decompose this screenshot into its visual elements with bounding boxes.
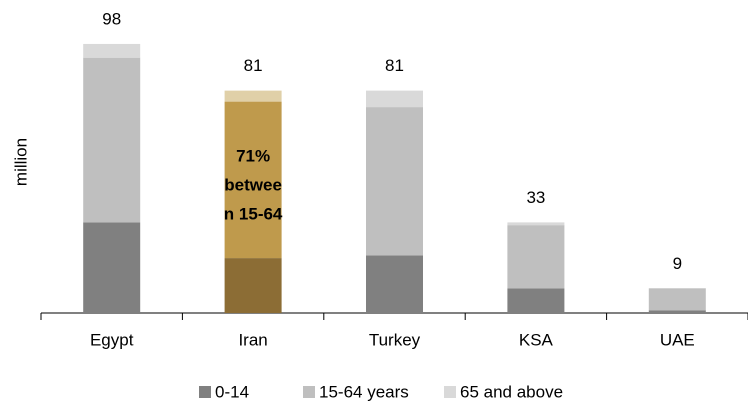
annotation: betwee	[224, 175, 282, 194]
bar-segment	[366, 107, 423, 256]
total-label: 9	[673, 254, 682, 273]
bar-segment	[224, 101, 282, 259]
x-tick-label: Egypt	[90, 330, 134, 349]
annotation: 71%	[236, 146, 270, 165]
total-label: 81	[385, 56, 404, 75]
bar-segment	[224, 90, 282, 102]
bar-segment	[648, 310, 706, 313]
bar-segment	[507, 288, 565, 313]
legend-label: 0-14	[215, 382, 249, 401]
bar-segment	[507, 225, 565, 289]
annotation: n 15-64	[224, 204, 283, 223]
legend-swatch	[444, 386, 456, 398]
bar-segment	[507, 222, 565, 226]
bar-segment	[83, 222, 141, 313]
legend-swatch	[199, 386, 211, 398]
bar-segment	[83, 43, 141, 58]
total-label: 33	[526, 188, 545, 207]
bar-segment	[83, 57, 141, 223]
legend-swatch	[303, 386, 315, 398]
bar-segment	[366, 255, 423, 313]
legend-label: 15-64 years	[319, 382, 409, 401]
x-tick-label: UAE	[660, 330, 695, 349]
bar-segment	[224, 258, 282, 313]
total-label: 81	[244, 56, 263, 75]
x-tick-label: KSA	[519, 330, 554, 349]
x-tick-label: Turkey	[369, 330, 421, 349]
bar-segment	[366, 90, 423, 108]
x-tick-label: Iran	[238, 330, 267, 349]
y-axis-label: million	[11, 138, 30, 186]
bar-segment	[648, 288, 706, 311]
legend-label: 65 and above	[460, 382, 563, 401]
total-label: 98	[102, 9, 121, 28]
